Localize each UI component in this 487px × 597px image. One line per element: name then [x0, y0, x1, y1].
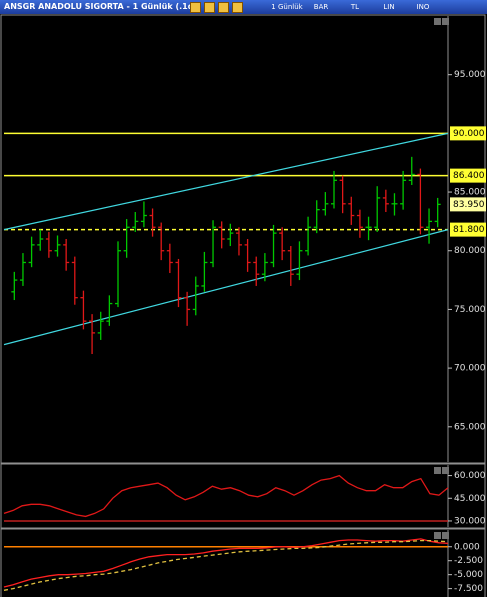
- title-bar: ANSGR ANADOLU SIGORTA - 1 Günlük (.1d) 1…: [0, 0, 487, 14]
- y-tick-label: 85.000: [454, 188, 486, 198]
- icon[interactable]: [218, 2, 229, 13]
- trendline: [3, 132, 449, 231]
- y-tick-label: -5.000: [454, 570, 483, 580]
- panel-button: [434, 532, 441, 539]
- y-tick-label: 0.000: [454, 542, 480, 552]
- indicator-line: [3, 539, 449, 591]
- icon[interactable]: [190, 2, 201, 13]
- icon[interactable]: [204, 2, 215, 13]
- window-title: ANSGR ANADOLU SIGORTA - 1 Günlük (.1d): [4, 2, 198, 11]
- y-tick-label: 70.000: [454, 364, 486, 374]
- level-label-box: [450, 168, 486, 183]
- y-tick-label: 30.000: [454, 516, 486, 526]
- toolbar-item[interactable]: TL: [350, 3, 360, 11]
- indicator-line: [3, 474, 449, 518]
- last-price-box: [450, 197, 486, 212]
- y-tick-label: 75.000: [454, 305, 486, 315]
- level-label: 81.800: [453, 225, 485, 235]
- y-tick-label: 95.000: [454, 70, 486, 80]
- panel-border: [0, 463, 486, 529]
- panel-button: [442, 532, 449, 539]
- y-tick-label: 60.000: [454, 471, 486, 481]
- panel-border: [0, 528, 486, 597]
- toolbar-item[interactable]: 1 Günlük: [271, 3, 303, 11]
- level-label: 90.000: [453, 129, 485, 139]
- panel-button: [434, 467, 441, 474]
- level-label-box: [450, 126, 486, 141]
- indicator-line: [3, 538, 449, 588]
- panel-border: [0, 14, 486, 464]
- panel-button: [442, 18, 449, 25]
- toolbar-items: 1 Günlük BAR TL LIN INO: [270, 0, 440, 14]
- y-tick-label: -7.500: [454, 584, 483, 594]
- last-price-label: 83.950: [453, 200, 485, 210]
- trendline: [3, 229, 449, 346]
- panel-button: [442, 467, 449, 474]
- toolbar-item[interactable]: LIN: [383, 3, 395, 11]
- y-tick-label: 65.000: [454, 422, 486, 432]
- panel-button: [434, 18, 441, 25]
- y-tick-label: 80.000: [454, 246, 486, 256]
- icon[interactable]: [232, 2, 243, 13]
- level-label-box: [450, 222, 486, 237]
- y-tick-label: -2.500: [454, 556, 483, 566]
- level-label: 86.400: [453, 171, 485, 181]
- toolbar-icons: [190, 2, 243, 13]
- toolbar-item[interactable]: BAR: [313, 3, 329, 11]
- chart: 65.000 70.000 75.000 80.000 85.000 95.000 90.0…: [0, 14, 486, 597]
- y-tick-label: 45.000: [454, 494, 486, 504]
- toolbar-item[interactable]: INO: [416, 3, 430, 11]
